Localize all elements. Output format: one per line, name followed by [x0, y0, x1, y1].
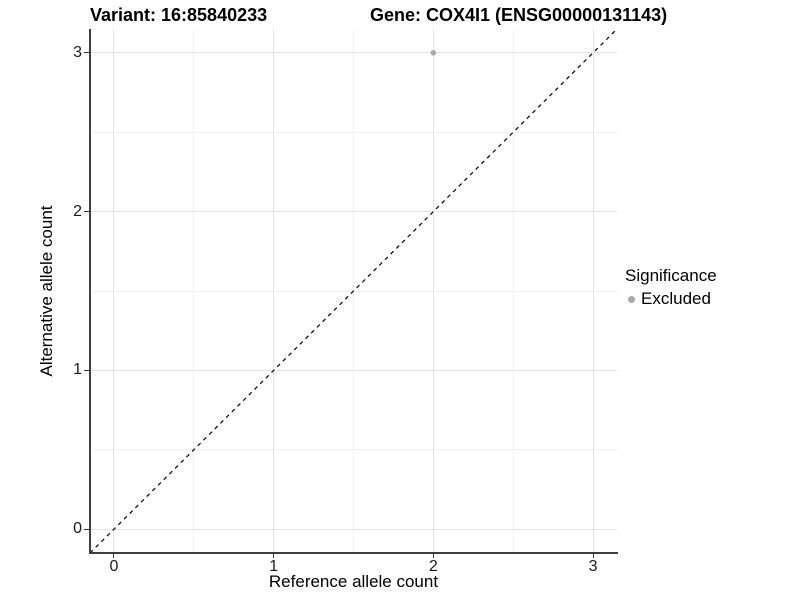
identity-reference-line: [90, 29, 617, 553]
plot-panel: [90, 29, 617, 553]
x-tick-label: 0: [109, 558, 119, 575]
y-tick-label: 1: [73, 361, 82, 379]
x-axis-title: Reference allele count: [268, 572, 439, 591]
x-axis-line: [89, 552, 618, 554]
legend-item-excluded: Excluded: [625, 289, 797, 309]
y-tick-label: 3: [73, 43, 82, 61]
legend: Significance Excluded: [625, 266, 797, 309]
plot-title-variant: Variant: 16:85840233: [90, 5, 268, 25]
y-tick-label: 2: [73, 202, 82, 220]
plot-title-gene: Gene: COX4I1 (ENSG00000131143): [370, 5, 668, 25]
x-tick-label: 1: [269, 558, 279, 575]
x-tick-mark: [592, 553, 594, 558]
data-point: [430, 50, 437, 56]
major-gridline-horizontal: [90, 369, 617, 371]
y-axis-line: [89, 29, 91, 554]
y-tick-label: 0: [73, 520, 82, 538]
x-tick-mark: [432, 553, 434, 558]
y-tick-mark: [84, 211, 89, 213]
legend-point-marker-icon: [628, 295, 635, 303]
major-gridline-vertical: [592, 29, 594, 553]
y-tick-mark: [84, 369, 89, 371]
major-gridline-horizontal: [90, 528, 617, 530]
major-gridline-vertical: [273, 29, 275, 553]
legend-label: Excluded: [641, 289, 711, 308]
minor-gridline-vertical: [512, 29, 514, 553]
y-tick-mark: [84, 528, 89, 530]
plot-marks-layer: [90, 29, 617, 553]
minor-gridline-horizontal: [90, 131, 617, 133]
x-tick-mark: [273, 553, 275, 558]
major-gridline-vertical: [113, 29, 115, 553]
major-gridline-vertical: [432, 29, 434, 553]
legend-title: Significance: [625, 266, 717, 285]
major-gridline-horizontal: [90, 52, 617, 54]
x-tick-label: 3: [588, 558, 598, 575]
y-axis-title: Alternative allele count: [37, 205, 56, 377]
x-tick-label: 2: [428, 558, 438, 575]
y-tick-mark: [84, 52, 89, 54]
x-tick-mark: [113, 553, 115, 558]
major-gridline-horizontal: [90, 211, 617, 213]
